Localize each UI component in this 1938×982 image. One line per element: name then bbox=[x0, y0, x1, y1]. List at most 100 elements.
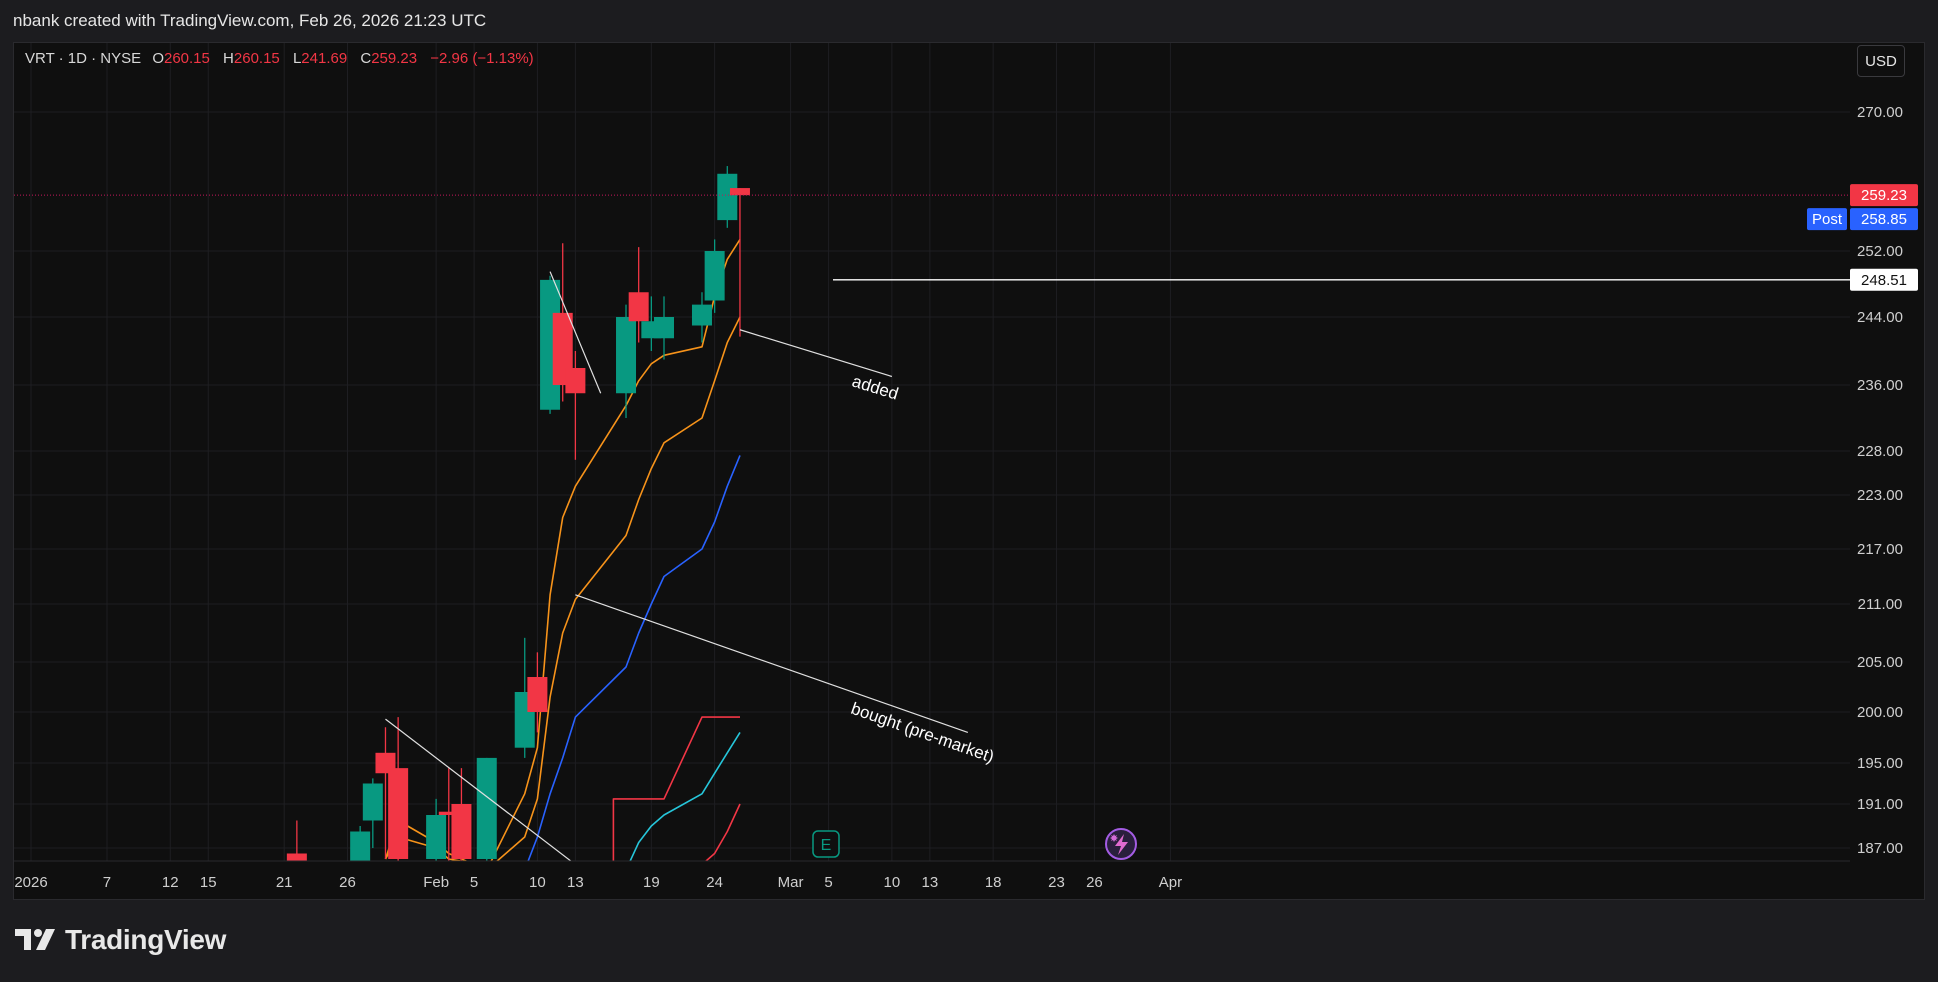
drawing-label: bought (pre-market) bbox=[849, 699, 997, 767]
y-tick-label: 270.00 bbox=[1857, 104, 1903, 121]
currency-button[interactable]: USD bbox=[1857, 45, 1905, 77]
price-label: 259.23 bbox=[1850, 184, 1918, 207]
candle bbox=[426, 798, 447, 861]
y-tick-label: 223.00 bbox=[1857, 487, 1903, 504]
price-label-text: 258.85 bbox=[1861, 211, 1907, 228]
y-tick-label: 236.00 bbox=[1857, 377, 1903, 394]
symbol-info[interactable]: VRT · 1D · NYSE bbox=[25, 50, 142, 67]
candle-body bbox=[628, 292, 649, 322]
candle-body bbox=[476, 757, 497, 859]
y-tick-label: 191.00 bbox=[1857, 796, 1903, 813]
candle bbox=[704, 239, 725, 313]
series-line bbox=[704, 803, 741, 861]
price-label: 248.51 bbox=[1850, 268, 1918, 291]
candle-body bbox=[362, 783, 383, 821]
trend-line bbox=[385, 718, 572, 861]
chart-markers: E bbox=[812, 828, 1137, 860]
x-tick-label: 18 bbox=[985, 874, 1002, 891]
candle-body bbox=[438, 811, 459, 815]
candle bbox=[628, 247, 649, 343]
moving-averages bbox=[384, 238, 1850, 861]
low-label: L bbox=[292, 50, 302, 67]
y-tick-label: 200.00 bbox=[1857, 704, 1903, 721]
price-label-text: 259.23 bbox=[1861, 187, 1907, 204]
x-tick-label: Feb bbox=[423, 874, 449, 891]
grid-horizontal bbox=[14, 111, 1850, 849]
series-line bbox=[629, 731, 741, 861]
price-label-box bbox=[1850, 208, 1918, 231]
candle bbox=[616, 304, 637, 418]
grid-vertical bbox=[30, 43, 1171, 861]
x-tick-label: 26 bbox=[339, 874, 356, 891]
x-tick-label: Apr bbox=[1159, 874, 1182, 891]
price-tag-box bbox=[1807, 208, 1847, 231]
high-value: 260.15 bbox=[233, 50, 280, 67]
candle-body bbox=[388, 768, 409, 859]
candle-body bbox=[286, 853, 307, 861]
x-tick-label: 10 bbox=[884, 874, 901, 891]
x-tick-label: 5 bbox=[470, 874, 478, 891]
candle-body bbox=[565, 368, 586, 394]
x-tick-label: 23 bbox=[1048, 874, 1065, 891]
open-value: 260.15 bbox=[163, 50, 210, 67]
snapshot-credit: nbank created with TradingView.com, Feb … bbox=[13, 11, 487, 30]
y-tick-label: 195.00 bbox=[1857, 755, 1903, 772]
lightning-icon[interactable] bbox=[1105, 828, 1137, 860]
candle bbox=[654, 296, 674, 360]
candle bbox=[527, 652, 548, 733]
tradingview-logo-text: TradingView bbox=[65, 924, 227, 955]
candle bbox=[286, 820, 307, 861]
candle bbox=[476, 757, 497, 861]
candle bbox=[565, 351, 586, 460]
price-axis[interactable]: 187.00 191.00 195.00 200.00 205.00 211.00 217.… bbox=[1807, 104, 1918, 857]
candle-body bbox=[451, 804, 472, 859]
x-tick-label: 15 bbox=[200, 874, 217, 891]
candle-body bbox=[691, 304, 712, 326]
x-tick-label: 13 bbox=[567, 874, 584, 891]
candle-body bbox=[552, 312, 573, 385]
candle-body bbox=[527, 677, 548, 712]
tradingview-logo[interactable]: TradingView bbox=[15, 924, 226, 956]
trend-line bbox=[575, 594, 969, 733]
trend-line bbox=[549, 271, 602, 394]
chart-panel[interactable] bbox=[13, 42, 1925, 900]
candle-body bbox=[350, 831, 371, 861]
time-axis[interactable]: 2026 7 12 15 21 26 Feb 5 10 13 19 24 Mar 5 10 13 18 23 26 A… bbox=[14, 860, 1850, 891]
candles bbox=[286, 166, 750, 861]
candle-body bbox=[426, 815, 447, 859]
x-tick-label: 5 bbox=[824, 874, 832, 891]
y-tick-label: 244.00 bbox=[1857, 309, 1903, 326]
top-bar: nbank created with TradingView.com, Feb … bbox=[0, 0, 1938, 42]
close-value: 259.23 bbox=[371, 50, 418, 67]
price-label-box bbox=[1850, 184, 1918, 207]
series-line bbox=[527, 455, 741, 861]
y-tick-label: 187.00 bbox=[1857, 840, 1903, 857]
close-label: C bbox=[360, 50, 372, 67]
change-value: −2.96 (−1.13%) bbox=[430, 50, 534, 67]
candle bbox=[451, 768, 472, 861]
candle bbox=[362, 778, 383, 848]
candle-body bbox=[729, 188, 750, 196]
open-label: O bbox=[152, 50, 164, 67]
x-tick-label: 2026 bbox=[14, 874, 47, 891]
x-tick-label: Mar bbox=[778, 874, 804, 891]
x-tick-label: 10 bbox=[529, 874, 546, 891]
x-tick-label: 19 bbox=[643, 874, 660, 891]
candle bbox=[388, 717, 409, 861]
candle bbox=[552, 243, 573, 402]
price-label: 258.85 Post bbox=[1807, 208, 1918, 231]
candle-body bbox=[717, 173, 738, 221]
x-tick-label: 24 bbox=[706, 874, 723, 891]
x-tick-label: 21 bbox=[276, 874, 293, 891]
symbol-legend[interactable]: VRT · 1D · NYSE O260.15 H260.15 L241.69 … bbox=[25, 50, 534, 67]
drawing-label: added bbox=[850, 372, 901, 404]
y-tick-label: 252.00 bbox=[1857, 243, 1903, 260]
candle-body bbox=[704, 251, 725, 301]
x-tick-label: 13 bbox=[922, 874, 939, 891]
earnings-icon[interactable]: E bbox=[812, 830, 840, 858]
low-value: 241.69 bbox=[301, 50, 348, 67]
y-tick-label: 228.00 bbox=[1857, 443, 1903, 460]
candle bbox=[438, 768, 459, 861]
